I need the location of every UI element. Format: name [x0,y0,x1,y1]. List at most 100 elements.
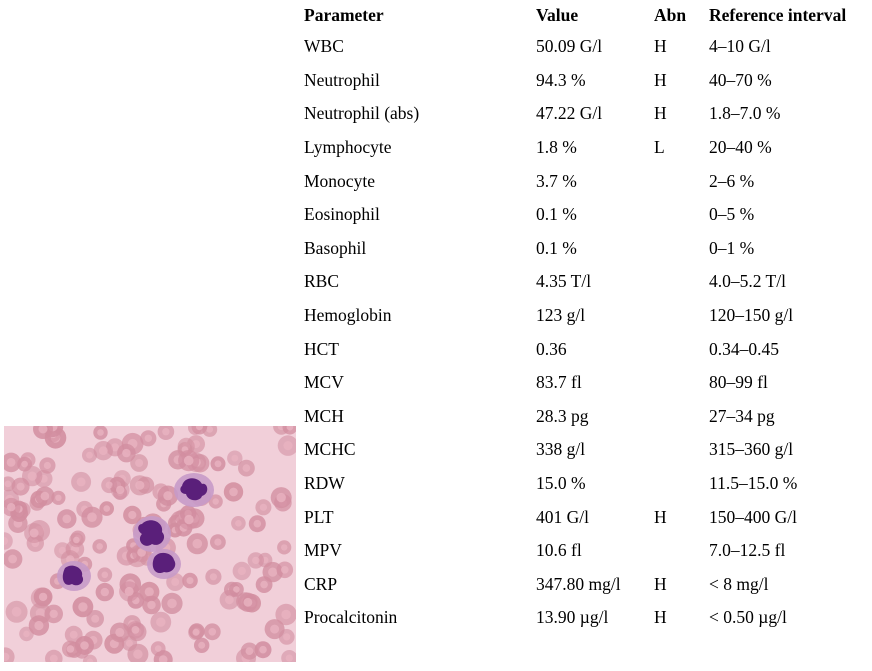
cell-abn: H [654,69,667,90]
red-blood-cell [4,647,15,662]
red-blood-cell [255,576,273,593]
red-blood-cell [150,611,172,633]
red-blood-cell [28,615,50,636]
cell-reference-interval: 0–5 % [709,204,755,225]
cell-reference-interval: 0.34–0.45 [709,338,779,359]
cell-reference-interval: 11.5–15.0 % [709,473,798,494]
cell-abn [654,198,709,232]
table-row: Eosinophil 0.1 % 0–5 % [304,198,869,232]
cell-reference-interval: 1.8–7.0 % [709,103,781,124]
cell-reference-interval: 20–40 % [709,137,772,158]
cell-parameter: MCV [304,372,344,393]
cell-reference-interval: < 8 mg/l [709,573,769,594]
red-blood-cell [126,621,145,639]
table-row: MCHC 338 g/l 315–360 g/l [304,433,869,467]
table-row: RDW 15.0 % 11.5–15.0 % [304,467,869,501]
cell-value: 3.7 % [536,170,577,191]
red-blood-cell [5,600,28,623]
cell-reference-interval: 150–400 G/l [709,506,797,527]
cell-abn [654,534,709,568]
neutrophil-cell [133,516,171,552]
red-blood-cell [238,592,258,612]
cell-parameter: PLT [304,506,334,527]
cell-abn: L [654,137,665,158]
cell-parameter: Neutrophil (abs) [304,103,420,124]
cell-value: 338 g/l [536,439,586,460]
red-blood-cell [62,640,79,658]
red-blood-cell [210,456,226,472]
table-row: HCT 0.36 0.34–0.45 [304,332,869,366]
red-blood-cell [4,532,13,550]
cell-parameter: Neutrophil [304,69,380,90]
red-blood-cell [157,485,179,506]
red-blood-cell [93,441,114,461]
table-row: MCH 28.3 pg 27–34 pg [304,400,869,434]
cell-abn [654,332,709,366]
red-blood-cell [57,509,77,529]
table-row: MPV 10.6 fl 7.0–12.5 fl [304,534,869,568]
red-blood-cell [4,549,23,569]
blood-smear-image [4,426,296,662]
table-row: Hemoglobin 123 g/l 120–150 g/l [304,299,869,333]
cell-parameter: HCT [304,338,339,359]
red-blood-cell [186,533,208,555]
cell-reference-interval: 80–99 fl [709,372,768,393]
cell-value: 10.6 fl [536,540,582,561]
red-blood-cell [117,443,136,463]
red-blood-cell [275,603,296,626]
red-blood-cell [219,590,240,610]
white-blood-cells [57,473,214,591]
red-blood-cell [178,450,200,472]
cell-reference-interval: 7.0–12.5 fl [709,540,786,561]
lab-results-table: Parameter Value Abn Reference interval W… [304,0,869,635]
cell-reference-interval: 120–150 g/l [709,305,794,326]
red-blood-cell [33,587,53,607]
red-blood-cell [182,572,198,589]
red-blood-cell [194,637,210,653]
red-blood-cell [33,426,53,439]
red-blood-cell [81,506,103,528]
cell-value: 0.1 % [536,204,577,225]
cell-value: 0.36 [536,338,567,359]
red-blood-cell [238,459,255,477]
header-value: Value [536,4,579,25]
red-blood-cell [82,447,97,463]
red-blood-cell [72,596,94,618]
cell-parameter: MCHC [304,439,356,460]
neutrophil-cell [147,549,181,579]
red-blood-cell [93,426,108,440]
cell-reference-interval: < 0.50 µg/l [709,607,787,628]
cell-parameter: Monocyte [304,170,375,191]
table-row: MCV 83.7 fl 80–99 fl [304,366,869,400]
red-blood-cell [270,487,292,509]
table-row: RBC 4.35 T/l 4.0–5.2 T/l [304,265,869,299]
red-blood-cell [123,505,142,525]
cell-value: 0.1 % [536,237,577,258]
cell-value: 50.09 G/l [536,36,603,57]
header-abn: Abn [654,4,687,25]
red-blood-cell [99,501,114,516]
cell-abn: H [654,506,667,527]
cell-abn [654,265,709,299]
red-blood-cell [22,465,43,487]
cell-reference-interval: 27–34 pg [709,405,775,426]
red-blood-cell [97,567,113,583]
red-blood-cell [129,475,150,496]
cell-value: 28.3 pg [536,405,589,426]
cell-parameter: RDW [304,473,345,494]
red-blood-cell [142,595,161,615]
cell-reference-interval: 4–10 G/l [709,36,771,57]
red-blood-cell [119,581,140,602]
red-blood-cell [95,582,115,602]
red-blood-cell [227,450,243,466]
cell-parameter: Hemoglobin [304,305,392,326]
cell-abn: H [654,607,667,628]
cell-reference-interval: 40–70 % [709,69,772,90]
red-blood-cell [232,561,251,581]
cell-value: 4.35 T/l [536,271,592,292]
red-blood-cell [203,623,221,641]
cell-value: 47.22 G/l [536,103,603,124]
red-blood-cell [130,454,148,472]
table-body: WBC 50.09 G/l H 4–10 G/l Neutrophil 94.3 % H 40… [304,30,869,635]
red-blood-cell [210,534,226,550]
